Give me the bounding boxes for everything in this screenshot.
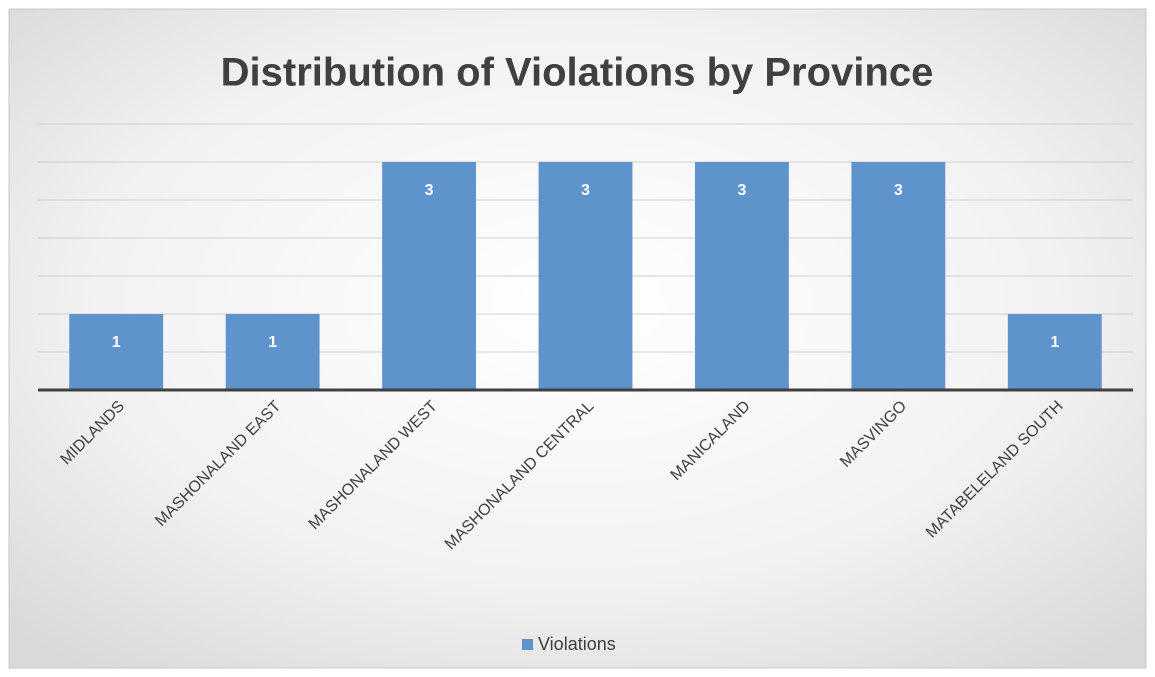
legend-label: Violations — [538, 634, 616, 654]
data-label: 3 — [425, 182, 434, 199]
bar — [69, 314, 164, 390]
chart-title: Distribution of Violations by Province — [221, 51, 934, 95]
bar — [851, 162, 946, 390]
data-label: 1 — [1050, 334, 1059, 351]
bar — [225, 314, 320, 390]
data-label: 3 — [737, 182, 746, 199]
bar — [538, 162, 633, 390]
bar — [695, 162, 789, 390]
data-label: 1 — [268, 334, 277, 351]
data-label: 3 — [894, 182, 903, 199]
bar — [382, 162, 476, 390]
legend-swatch — [522, 639, 533, 650]
data-label: 1 — [112, 334, 121, 351]
bar — [1007, 314, 1102, 390]
data-label: 3 — [581, 182, 590, 199]
